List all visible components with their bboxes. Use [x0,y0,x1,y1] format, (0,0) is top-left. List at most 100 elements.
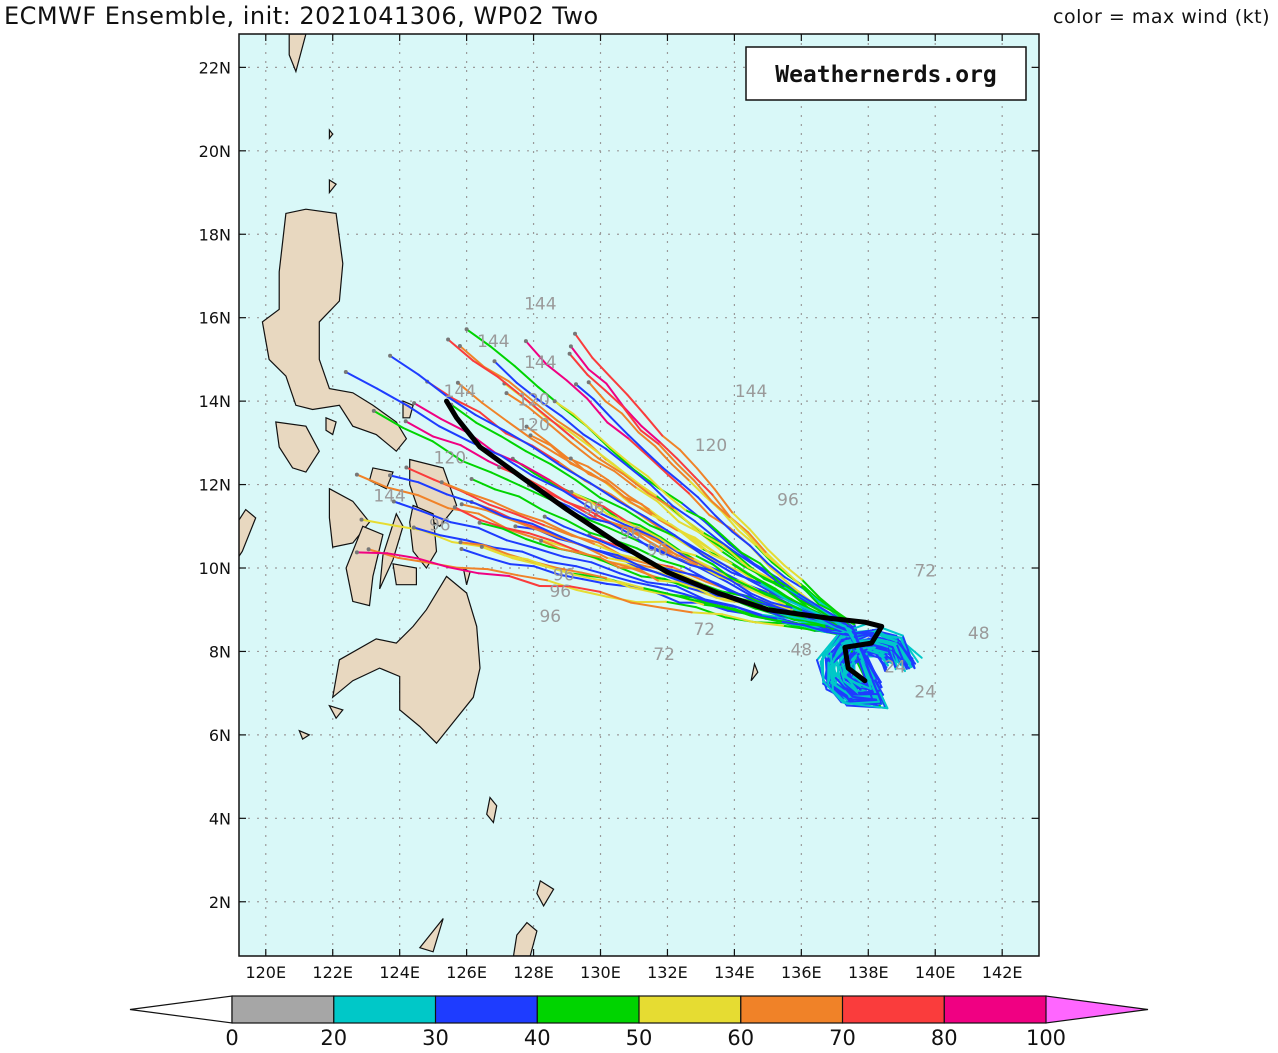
track-segment [886,645,897,668]
track-endpoint [391,499,396,504]
forecast-hour-label: 120 [695,436,727,456]
track-segment [696,565,728,583]
track-segment [643,533,662,545]
colorbar-label: 40 [524,1026,551,1050]
track-segment [480,545,506,557]
track-segment [771,602,790,611]
track-segment [841,632,875,641]
track-segment [750,592,773,604]
y-tick-label: 18N [199,225,231,244]
track-segment [548,478,578,498]
track-segment [575,383,595,400]
plot-frame [238,33,1040,957]
track-endpoint [359,517,364,522]
y-tick-label: 16N [199,309,231,328]
track-segment [559,464,591,484]
track-segment [459,444,490,463]
track-endpoint [366,547,371,552]
y-tick-label: 6N [209,726,231,745]
track-segment [595,578,621,583]
track-segment [472,359,500,379]
colorbar-over-triangle [1045,995,1149,1024]
track-segment [579,552,601,559]
island-panay [328,487,371,548]
x-tick-label: 126E [446,963,487,982]
track-segment [657,442,678,465]
track-segment [689,564,712,572]
track-segment [513,364,540,389]
track-segment [432,435,462,447]
track-segment [770,587,793,601]
track-segment [647,492,675,510]
track-segment [604,447,629,468]
track-segment [693,475,714,496]
track-segment [821,658,825,683]
track-segment [542,524,573,537]
track-segment [656,500,680,523]
track-segment [635,547,662,561]
island-marinduque [325,416,337,436]
track-segment [623,521,644,531]
track-segment [703,598,734,607]
track-endpoint [464,327,469,332]
track-segment [447,338,475,362]
track-segment [524,450,552,466]
colorbar-swatch [434,995,538,1024]
forecast-hour-label: 96 [777,490,799,510]
colorbar-swatch [231,995,335,1024]
track-segment [693,536,714,552]
track-segment [783,576,804,589]
track-segment [500,435,527,453]
track-segment [817,603,838,614]
track-segment [527,532,555,542]
track-segment [628,532,652,549]
track-segment [548,560,578,568]
track-segment [405,466,435,481]
track-segment [830,638,844,655]
track-segment [787,615,818,623]
track-segment [531,474,565,492]
track-segment [477,572,511,577]
track-segment [486,568,519,577]
track-segment [565,379,589,400]
track-segment [487,503,518,516]
track-segment [474,413,505,432]
track-segment [669,555,692,566]
track-segment [562,525,585,536]
track-segment [605,556,633,564]
track-endpoint [439,480,444,485]
track-segment [607,479,630,497]
track-segment [630,501,653,516]
colorbar-swatch [841,995,945,1024]
island-bohol [392,563,417,586]
track-segment [633,468,659,489]
track-segment [586,465,609,482]
colorbar-swatch [536,995,640,1024]
track-segment [800,578,821,599]
track-segment [673,534,705,557]
track-segment [688,492,711,516]
track-segment [355,473,389,489]
longitude-axis: 120E 122E 124E 126E 128E 130E 132E 134E 136E 138E… [245,34,1023,982]
track-segment [759,582,790,602]
track-segment [613,470,637,489]
track-segment [756,615,782,623]
track-segment [720,550,745,567]
track-segment [783,564,803,581]
track-segment [746,531,767,554]
track-segment [502,515,534,525]
track-segment [470,478,497,491]
track-segment [592,398,612,419]
track-segment [650,513,673,526]
track-segment [416,494,450,510]
track-segment [599,590,632,604]
track-segment [738,554,763,571]
track-segment [721,534,743,554]
track-segment [630,527,654,546]
watermark-text: Weathernerds.org [775,62,997,88]
track-segment [618,566,640,570]
track-segment [627,465,652,486]
island-sulawesi-n [418,918,444,953]
track-segment [605,512,626,523]
